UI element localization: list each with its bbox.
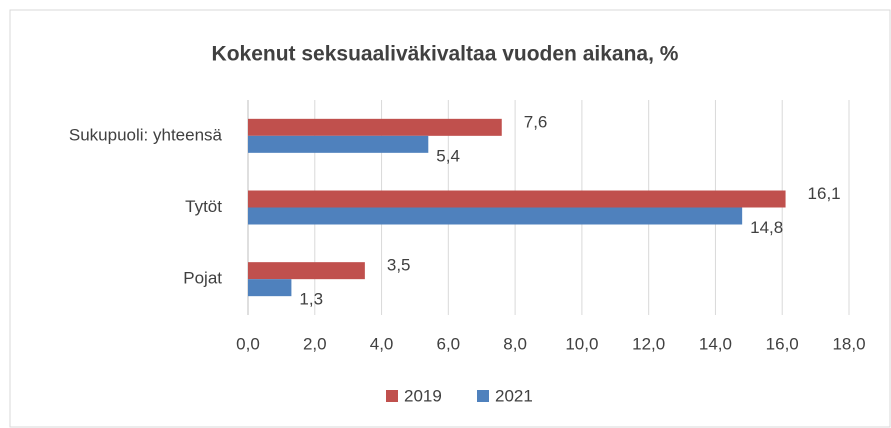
- x-tick-label: 12,0: [632, 334, 665, 353]
- chart-title: Kokenut seksuaaliväkivaltaa vuoden aikan…: [212, 43, 679, 66]
- bar: [248, 190, 786, 208]
- data-label: 14,8: [750, 218, 783, 237]
- x-tick-label: 0,0: [236, 334, 260, 353]
- legend-label: 2019: [404, 386, 442, 405]
- x-tick-label: 10,0: [565, 334, 598, 353]
- bar: [248, 135, 429, 153]
- y-tick-label: Sukupuoli: yhteensä: [69, 125, 223, 144]
- data-label: 1,3: [299, 290, 323, 309]
- legend-swatch: [386, 390, 398, 402]
- y-tick-label: Tytöt: [185, 197, 222, 216]
- x-tick-label: 8,0: [503, 334, 527, 353]
- y-tick-label: Pojat: [183, 269, 222, 288]
- data-label: 16,1: [808, 184, 841, 203]
- x-tick-label: 6,0: [437, 334, 461, 353]
- bar: [248, 262, 365, 280]
- bar: [248, 207, 743, 225]
- x-tick-label: 18,0: [832, 334, 865, 353]
- bar: [248, 118, 502, 136]
- data-label: 3,5: [387, 256, 411, 275]
- x-tick-label: 16,0: [766, 334, 799, 353]
- x-tick-label: 4,0: [370, 334, 394, 353]
- bar: [248, 279, 292, 297]
- x-tick-label: 2,0: [303, 334, 327, 353]
- data-label: 5,4: [436, 146, 460, 165]
- legend-swatch: [477, 390, 489, 402]
- legend-label: 2021: [495, 386, 533, 405]
- data-label: 7,6: [524, 112, 548, 131]
- x-tick-label: 14,0: [699, 334, 732, 353]
